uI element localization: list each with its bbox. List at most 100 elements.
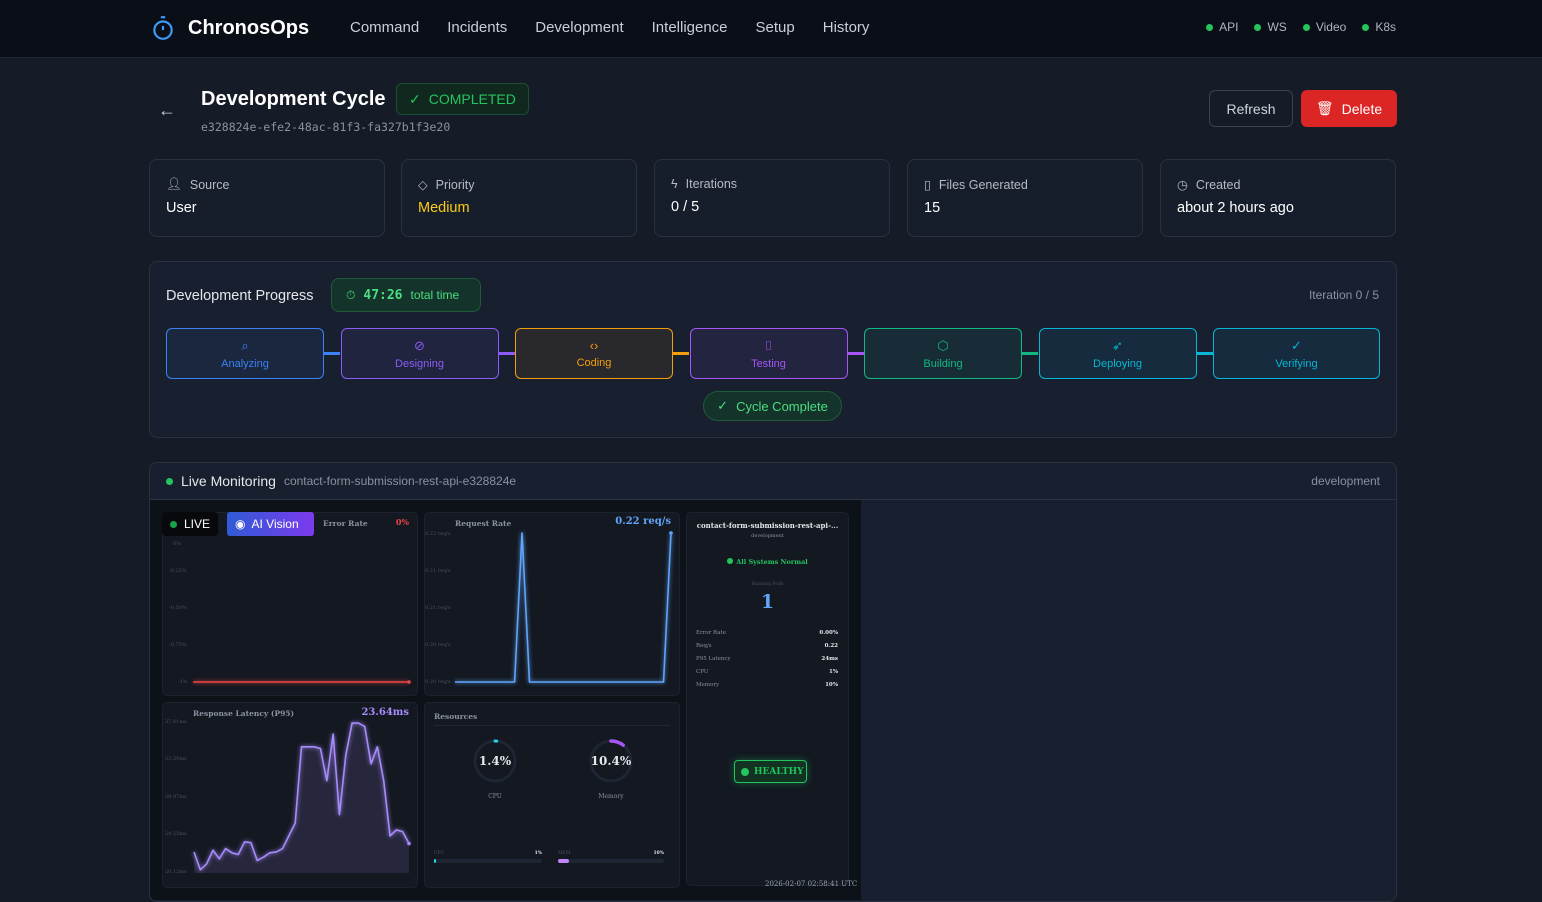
stage-deploying: ➶ Deploying <box>1038 328 1197 379</box>
nav-incidents[interactable]: Incidents <box>447 19 508 36</box>
status-api: API <box>1206 20 1238 34</box>
stage-label: Analyzing <box>221 357 269 370</box>
user-icon: 👤︎ <box>166 177 182 191</box>
code-icon: ‹› <box>589 338 599 353</box>
timestamp: 2026-02-07 02:58:41 UTC <box>765 880 858 888</box>
nav-development[interactable]: Development <box>535 19 624 36</box>
pods-label: Running Pods <box>751 582 784 587</box>
stage-label: Building <box>923 357 963 370</box>
memory-bar-labels: MEM 10% <box>558 851 664 856</box>
status-video: Video <box>1302 20 1346 34</box>
stage-building: ⬡ Building <box>864 328 1022 379</box>
cpu-value: 1.4% <box>478 754 512 768</box>
back-arrow-icon[interactable]: ← <box>158 100 176 120</box>
compass-icon: ⊘ <box>414 337 425 353</box>
summary-row: Req/s 0.22 <box>696 643 838 649</box>
nav-intelligence[interactable]: Intelligence <box>651 19 728 36</box>
stage-designing: ⊘ Designing <box>340 328 499 379</box>
y-tick: 33.39ms <box>165 756 187 762</box>
summary-env: development <box>751 533 784 539</box>
eye-scan-icon: ◉ <box>235 517 246 531</box>
cpu-label: CPU <box>488 793 502 800</box>
y-tick: 0.20 req/s <box>425 642 451 648</box>
summary-row: Memory 10% <box>696 682 838 688</box>
clock-icon: ◷ <box>1177 178 1188 192</box>
test-tube-icon: ⌷ <box>764 337 773 353</box>
stage-connector <box>847 352 864 355</box>
error-rate-value: 0% <box>395 517 409 527</box>
stage-analyzing: ⌕ Analyzing <box>166 328 324 379</box>
status-badge: ✓ COMPLETED <box>396 83 529 115</box>
y-tick: 0.21 req/s <box>425 568 451 574</box>
resources-panel: Resources 1.4% CPU 10.4% Memory CPU 1% ME… <box>424 702 680 888</box>
service-summary-panel: contact-form-submission-rest-api-... dev… <box>686 512 849 886</box>
stage-testing: ⌷ Testing <box>689 328 848 379</box>
latency-title: Response Latency (P95) <box>193 709 295 718</box>
cpu-bar <box>434 859 542 863</box>
stage-connector <box>1196 352 1213 355</box>
stage-connector <box>673 352 689 355</box>
nav-command[interactable]: Command <box>350 19 420 36</box>
request-rate-line <box>455 532 672 683</box>
latency-line <box>193 722 410 871</box>
memory-label: Memory <box>598 793 624 800</box>
live-monitoring: Live Monitoring contact-form-submission-r… <box>149 462 1397 902</box>
error-rate-point <box>407 680 411 684</box>
request-rate-value: 0.22 req/s <box>615 516 671 527</box>
summary-row: Error Rate 0.00% <box>696 630 838 636</box>
stage-connector <box>1022 352 1038 355</box>
status-k8s: K8s <box>1362 20 1396 34</box>
stage-label: Verifying <box>1275 357 1318 370</box>
status-ws: WS <box>1254 20 1287 34</box>
monitoring-title: Live Monitoring <box>181 473 276 489</box>
health-badge: HEALTHY <box>734 760 807 783</box>
delete-button[interactable]: 🗑 Delete <box>1301 90 1397 127</box>
latency-point <box>407 841 411 846</box>
package-icon: ⬡ <box>937 337 949 353</box>
nav-history[interactable]: History <box>822 19 870 36</box>
summary-row: CPU 1% <box>696 669 838 675</box>
system-status: All Systems Normal <box>687 558 848 566</box>
y-tick: -0.50% <box>169 605 187 611</box>
cycle-id: e328824e-efe2-48ac-81f3-fa327b1f3e20 <box>201 120 451 134</box>
running-pods: 1 <box>760 591 775 613</box>
check-circle-icon: ✓ <box>717 398 729 413</box>
latency-value: 23.64ms <box>361 707 409 718</box>
top-nav-bar: ChronosOps Command Incidents Development… <box>0 0 1542 58</box>
live-indicator: LIVE <box>162 512 218 536</box>
ai-vision-button[interactable]: ◉ AI Vision <box>227 512 314 536</box>
memory-value: 10.4% <box>590 754 632 768</box>
development-progress: Development Progress ⏱ 47:26 total time It… <box>149 261 1397 438</box>
environment: development <box>1311 474 1380 488</box>
app-logo[interactable]: ChronosOps <box>150 15 309 41</box>
error-rate-title: Error Rate <box>323 519 368 528</box>
y-tick: -0.25% <box>169 568 187 574</box>
check-circle-icon: ✓ <box>409 90 421 107</box>
check-circle-icon: ✓ <box>1291 337 1302 353</box>
card-created: ◷ Created about 2 hours ago <box>1160 159 1396 237</box>
summary-row: P95 Latency 24ms <box>696 656 838 662</box>
progress-title: Development Progress <box>166 288 314 304</box>
refresh-button[interactable]: Refresh <box>1209 90 1293 127</box>
timer-icon: ⏱ <box>346 287 356 302</box>
total-time: ⏱ 47:26 total time <box>331 278 481 312</box>
stage-connector <box>498 352 515 355</box>
y-tick: 0% <box>173 541 181 547</box>
stopwatch-icon <box>153 16 173 40</box>
stage-label: Designing <box>395 357 444 370</box>
y-tick: 24.55ms <box>165 831 187 837</box>
card-iterations: ϟ Iterations 0 / 5 <box>654 159 890 237</box>
y-tick: 20.12ms <box>165 869 187 875</box>
file-icon: ▯ <box>924 178 931 192</box>
iteration-count: Iteration 0 / 5 <box>1308 288 1379 302</box>
nav-setup[interactable]: Setup <box>755 19 795 36</box>
memory-gauge <box>589 739 633 783</box>
stage-label: Testing <box>751 357 786 370</box>
card-source: 👤︎ Source User <box>149 159 385 237</box>
error-rate-panel: Error Rate 0% 0% -0.25% -0.50% -0.75% -1… <box>162 512 418 696</box>
request-rate-title: Request Rate <box>455 519 512 528</box>
summary-service-name: contact-form-submission-rest-api-... <box>696 521 839 530</box>
app-name: ChronosOps <box>188 16 310 39</box>
stage-label: Coding <box>576 357 612 369</box>
y-tick: 0.21 req/s <box>425 605 451 611</box>
